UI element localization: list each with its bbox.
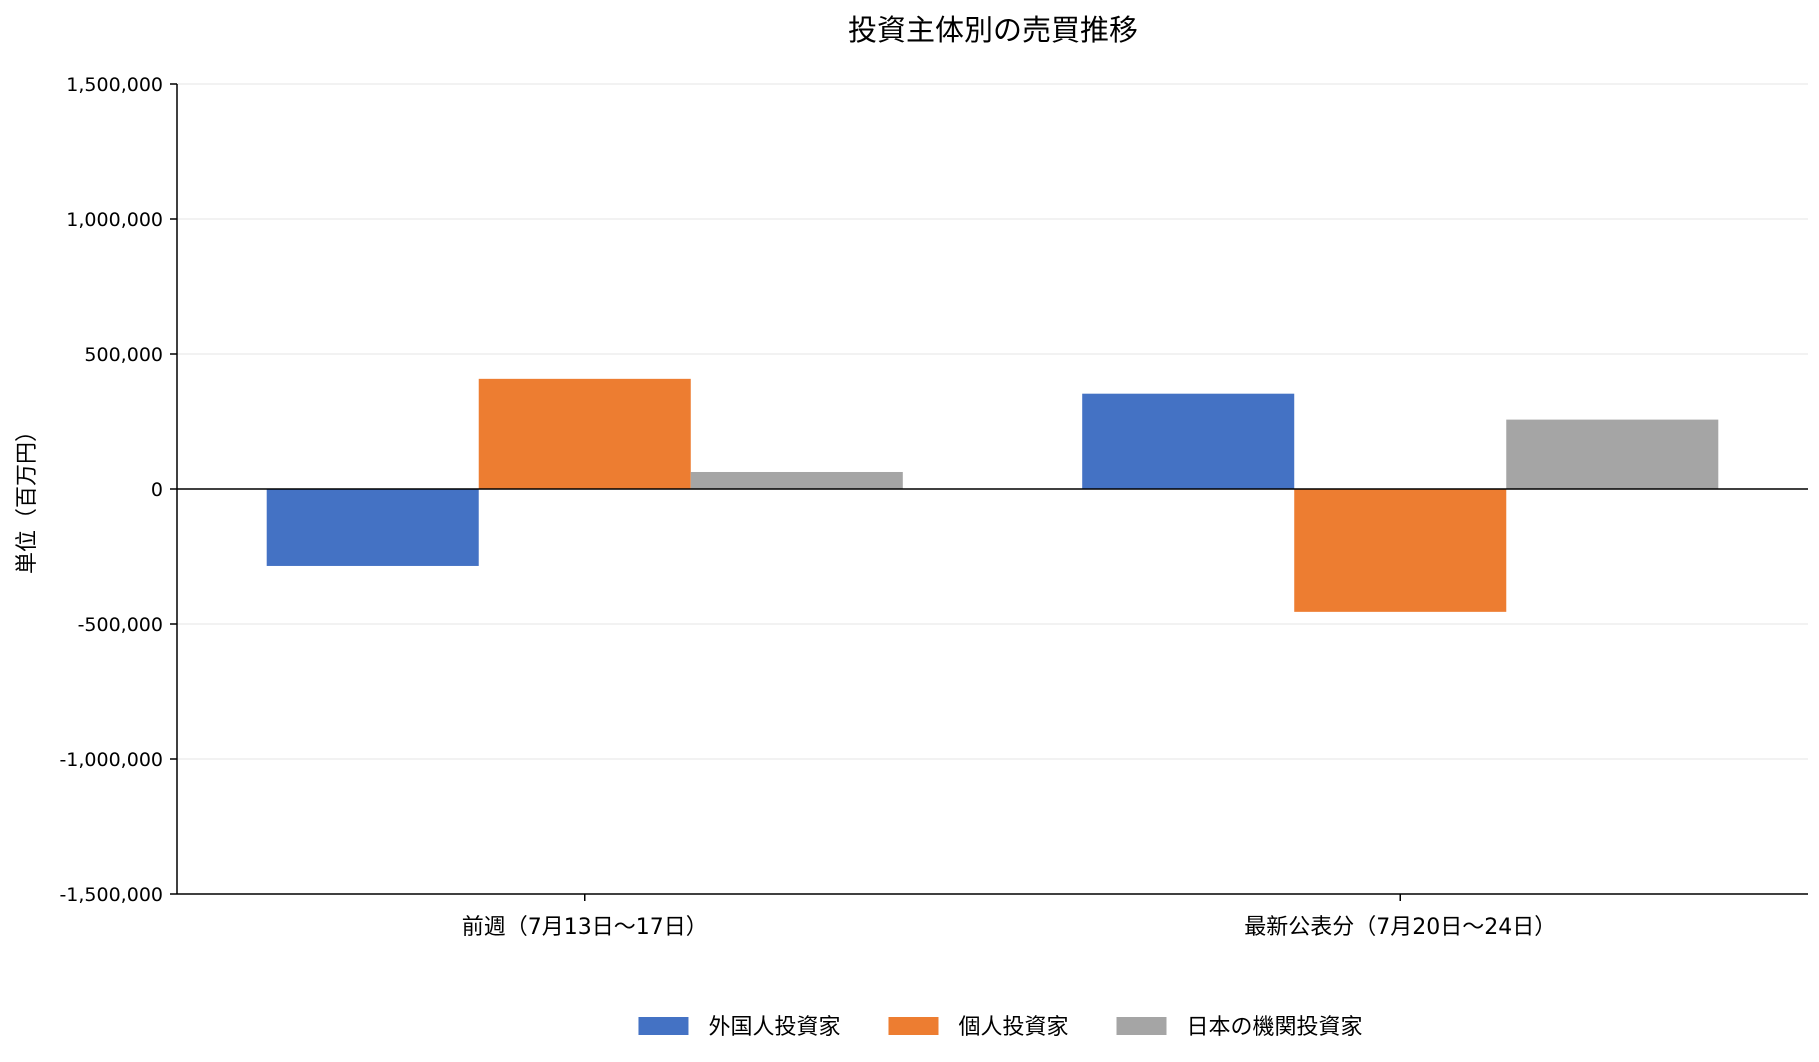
y-tick-label: -1,000,000	[59, 749, 163, 771]
y-axis-title: 単位（百万円）	[15, 420, 40, 574]
category-labels: 前週（7月13日～17日） 最新公表分（7月20日～24日）	[462, 915, 1557, 940]
y-tick-label: 0	[151, 479, 163, 501]
y-tick-label: 1,000,000	[66, 209, 163, 231]
bar	[266, 489, 479, 566]
bars	[266, 378, 1719, 612]
y-tick-label: 500,000	[84, 344, 163, 366]
category-label: 最新公表分（7月20日～24日）	[1244, 915, 1556, 940]
legend-label: 外国人投資家	[708, 1015, 840, 1040]
bar	[1294, 489, 1507, 612]
chart-title: 投資主体別の売買推移	[848, 13, 1138, 47]
legend-label: 個人投資家	[958, 1015, 1068, 1040]
y-tick-labels: -1,500,000 -1,000,000 -500,000 0 500,000 1,00…	[59, 74, 163, 906]
axes	[170, 83, 1808, 901]
bar	[478, 378, 691, 489]
legend-swatch	[1116, 1017, 1167, 1035]
bar	[690, 471, 903, 489]
bar	[1506, 419, 1719, 489]
y-tick-label: -1,500,000	[59, 884, 163, 906]
legend: 外国人投資家 個人投資家 日本の機関投資家	[638, 1015, 1363, 1040]
legend-label: 日本の機関投資家	[1187, 1015, 1363, 1040]
legend-swatch	[638, 1017, 689, 1035]
y-tick-label: 1,500,000	[66, 74, 163, 96]
category-label: 前週（7月13日～17日）	[462, 915, 708, 940]
y-tick-label: -500,000	[78, 614, 163, 636]
bar	[1082, 393, 1295, 489]
legend-swatch	[888, 1017, 939, 1035]
